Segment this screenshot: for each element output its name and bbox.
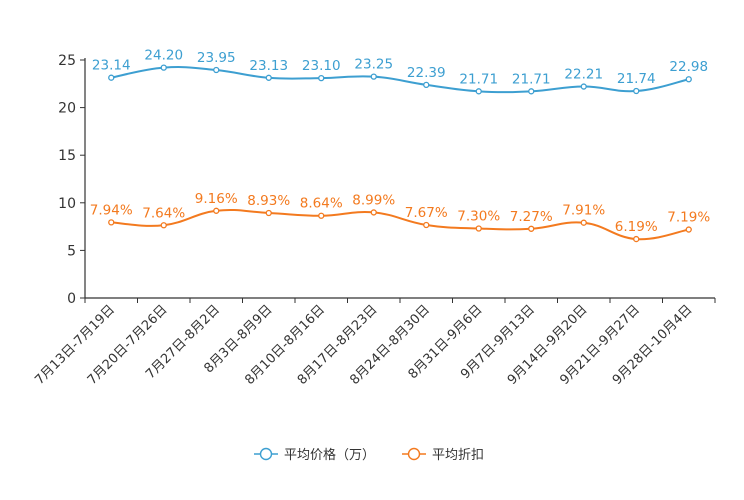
legend-label: 平均价格（万） xyxy=(284,447,375,463)
y-tick-label: 10 xyxy=(58,196,76,212)
data-point xyxy=(370,209,377,216)
series-line xyxy=(111,208,689,241)
y-tick-label: 0 xyxy=(67,291,76,307)
legend-label: 平均折扣 xyxy=(432,448,484,463)
legend-marker xyxy=(407,447,421,461)
data-point xyxy=(108,74,115,81)
legend-item-2: 平均折扣 xyxy=(402,447,484,463)
data-label: 23.14 xyxy=(92,58,131,74)
data-label: 22.98 xyxy=(669,59,708,75)
data-label: 7.64% xyxy=(142,205,185,221)
data-label: 24.20 xyxy=(144,48,183,64)
y-tick-label: 25 xyxy=(58,53,76,69)
data-point xyxy=(318,74,325,82)
data-point xyxy=(213,207,220,214)
data-label: 23.13 xyxy=(249,58,288,74)
data-point xyxy=(370,73,377,80)
data-label: 7.19% xyxy=(667,210,710,226)
data-point xyxy=(213,66,220,74)
data-point xyxy=(633,87,640,95)
data-label: 8.93% xyxy=(247,193,290,209)
data-point xyxy=(160,64,167,71)
y-tick-label: 15 xyxy=(58,148,76,164)
data-label: 7.67% xyxy=(405,205,448,221)
data-point xyxy=(528,88,535,95)
data-label: 23.10 xyxy=(302,58,341,74)
data-label: 22.39 xyxy=(407,65,446,81)
data-label: 7.27% xyxy=(510,209,553,225)
series-line xyxy=(111,66,689,94)
data-label: 8.99% xyxy=(352,192,395,208)
series-1: 23.14 24.20 23.95 23.13 23.10 23.25 22.39 21.71… xyxy=(92,48,708,95)
data-point xyxy=(633,235,640,243)
data-point xyxy=(685,226,692,233)
data-label: 21.71 xyxy=(459,71,498,87)
data-label: 6.19% xyxy=(615,219,658,235)
data-point xyxy=(318,212,325,219)
legend-marker xyxy=(259,447,273,461)
data-label: 23.95 xyxy=(197,50,236,66)
data-label: 23.25 xyxy=(354,57,393,73)
data-point xyxy=(475,88,482,95)
data-point xyxy=(528,225,535,232)
axes: 05101520257月13日-7月19日7月20日-7月26日7月27日-8月… xyxy=(32,53,716,388)
data-point xyxy=(265,209,272,217)
data-point xyxy=(580,219,587,226)
data-point xyxy=(475,225,482,232)
data-label: 8.64% xyxy=(300,196,343,212)
y-tick-label: 5 xyxy=(67,243,76,259)
data-label: 7.94% xyxy=(90,202,133,218)
data-label: 21.71 xyxy=(512,71,551,87)
data-point xyxy=(685,76,692,83)
data-label: 7.30% xyxy=(457,209,500,225)
data-label: 21.74 xyxy=(617,71,656,87)
data-point xyxy=(160,222,167,229)
data-label: 22.21 xyxy=(564,67,603,83)
data-label: 9.16% xyxy=(195,191,238,207)
data-point xyxy=(108,219,115,226)
data-point xyxy=(580,83,587,90)
data-point xyxy=(423,221,430,229)
series-layer: 23.14 24.20 23.95 23.13 23.10 23.25 22.39 21.71… xyxy=(90,48,710,243)
data-point xyxy=(265,74,272,81)
y-tick-label: 20 xyxy=(58,101,76,117)
data-point xyxy=(423,81,430,88)
legend-item-1: 平均价格（万） xyxy=(254,447,375,463)
legend: 平均价格（万） 平均折扣 xyxy=(254,447,484,463)
series-2: 7.94% 7.64% 9.16% 8.93% 8.64% 8.99% 7.67% 7.30%… xyxy=(90,191,710,243)
data-label: 7.91% xyxy=(562,203,605,219)
